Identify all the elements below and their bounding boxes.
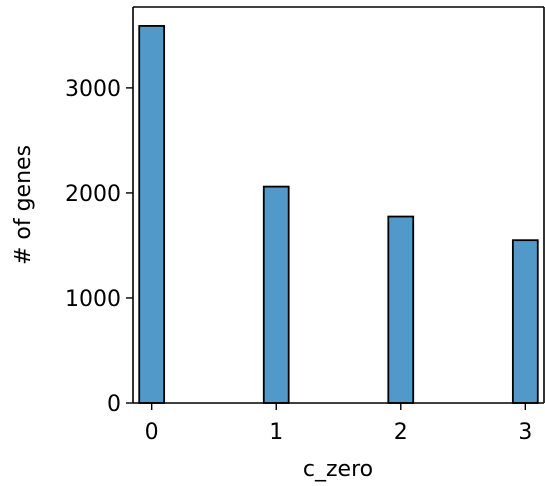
bar-1 [262,185,290,404]
y-tick-label: 1000 [65,287,121,312]
x-tick-label: 3 [518,420,532,445]
x-axis-label: c_zero [303,457,373,482]
x-tick-label: 1 [269,420,283,445]
x-tick-label: 0 [145,420,159,445]
y-tick-label: 3000 [65,77,121,102]
bars-group [138,25,539,404]
bar-0 [138,25,166,404]
y-tick-label: 2000 [65,182,121,207]
x-tick-label: 2 [394,420,408,445]
y-tick-label: 0 [107,392,121,417]
y-axis-ticks: 0 1000 2000 3000 [65,77,133,417]
bar-3 [511,239,539,404]
y-axis-label: # of genes [11,145,36,265]
x-axis-ticks: 0 1 2 3 [145,403,532,445]
bar-2 [387,215,415,404]
